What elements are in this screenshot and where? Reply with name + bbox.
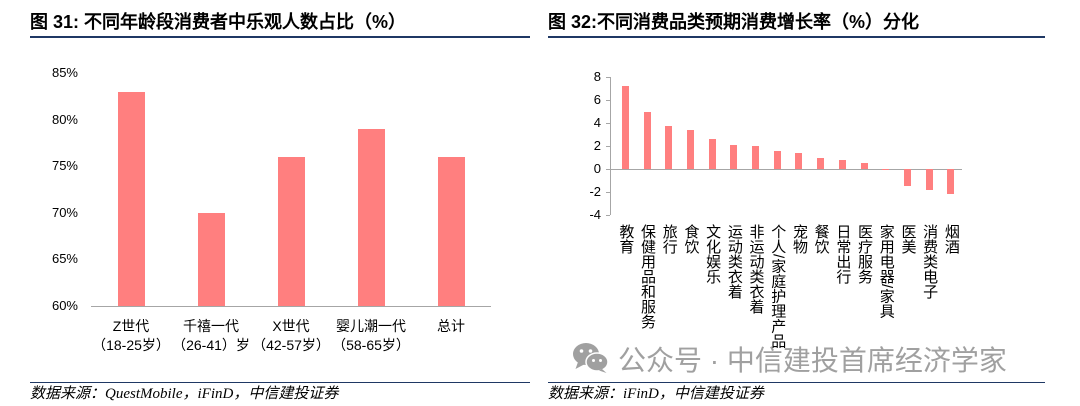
- bar: [197, 212, 225, 306]
- x-axis-baseline: [91, 306, 491, 307]
- y-tick-mark: [606, 169, 610, 170]
- source-rule: [548, 382, 1045, 383]
- y-tick-label: 8: [593, 69, 601, 84]
- source-note: 数据来源：QuestMobile，iFinD，中信建投证券: [30, 386, 339, 402]
- category-label: X世代 （42-57岁）: [252, 317, 330, 353]
- y-tick-label: -4: [589, 207, 601, 222]
- category-label: 宠物: [790, 224, 808, 254]
- bar: [838, 159, 846, 169]
- category-label: Z世代 （18-25岁）: [92, 317, 170, 353]
- category-label: 文化娱乐: [704, 224, 722, 284]
- category-label: 总计: [437, 317, 465, 334]
- y-tick-mark: [606, 77, 610, 78]
- category-label: 个人/家庭护理产品: [769, 224, 787, 349]
- category-label: 医美: [899, 224, 917, 254]
- category-label: 教育: [617, 224, 635, 254]
- category-label: 烟酒: [942, 224, 960, 254]
- y-tick-label: 75%: [51, 158, 78, 174]
- y-tick-label: 6: [593, 92, 601, 107]
- category-label: 旅行: [660, 224, 678, 254]
- category-label: 保健用品和服务: [639, 224, 657, 329]
- bar: [947, 169, 955, 195]
- bar: [708, 139, 716, 169]
- bar: [117, 91, 145, 306]
- bar: [925, 169, 933, 190]
- source-rule: [30, 382, 530, 383]
- y-tick-label: 60%: [51, 298, 78, 313]
- bar: [817, 157, 825, 169]
- y-tick-label: 85%: [51, 65, 78, 80]
- chart-title: 图 31: 不同年龄段消费者中乐观人数占比（%）: [30, 12, 407, 32]
- bar: [621, 86, 629, 169]
- bar: [437, 156, 465, 306]
- title-rule: [30, 36, 530, 38]
- y-axis-line: [610, 77, 611, 215]
- wechat-icon: [572, 342, 610, 379]
- category-label: 医疗服务: [856, 224, 874, 284]
- y-tick-mark: [606, 192, 610, 193]
- bar: [357, 128, 385, 306]
- category-label: 千禧一代 （26-41）岁: [172, 317, 250, 353]
- zero-line: [610, 169, 962, 170]
- y-tick-mark: [606, 146, 610, 147]
- y-tick-mark: [606, 215, 610, 216]
- chart-title: 图 32:不同消费品类预期消费增长率（%）分化: [548, 12, 920, 32]
- age-optimism-chart: 85% 80% 75% 70% 65% 60% Z世代 （18-25岁） 千禧一代 （26-4…: [0, 0, 540, 380]
- category-label: 非运动类衣着: [747, 224, 765, 314]
- title-rule: [548, 36, 1045, 38]
- bar: [277, 156, 305, 306]
- y-tick-label: 65%: [51, 251, 78, 267]
- bar: [903, 169, 911, 187]
- category-label: 日常出行: [834, 224, 852, 284]
- category-label: 婴儿潮一代 （58-65岁）: [332, 317, 410, 353]
- bar: [773, 150, 781, 169]
- y-tick-label: -2: [589, 184, 601, 199]
- category-label: 餐饮: [812, 224, 830, 254]
- watermark: 公众号 · 中信建投首席经济学家: [572, 342, 1007, 379]
- y-tick-label: 2: [593, 138, 601, 153]
- source-note: 数据来源：iFinD，中信建投证券: [548, 386, 764, 402]
- bar: [795, 152, 803, 169]
- bar: [643, 111, 651, 169]
- category-growth-chart: 8 6 4 2 0 -2 -4 教育 保健用品和服务 旅行 食饮 文化娱乐 运动类衣着 非运动类衣着 个人/…: [540, 0, 1080, 380]
- category-label: 运动类衣着: [725, 224, 743, 299]
- category-label: 家用电器/家具: [877, 224, 895, 319]
- y-tick-mark: [606, 100, 610, 101]
- age-optimism-figure: 图 31: 不同年龄段消费者中乐观人数占比（%） 85% 80% 75% 70% 65%…: [0, 0, 540, 402]
- bar: [665, 126, 673, 169]
- y-tick-label: 4: [593, 115, 601, 130]
- bar: [882, 169, 890, 171]
- bar: [730, 144, 738, 169]
- y-tick-label: 0: [593, 161, 601, 176]
- y-tick-label: 70%: [51, 204, 78, 220]
- y-tick-label: 80%: [51, 111, 78, 127]
- category-label: 消费类电子: [921, 224, 939, 299]
- bar: [860, 163, 868, 169]
- bar: [752, 146, 760, 169]
- y-tick-mark: [606, 123, 610, 124]
- category-label: 食饮: [682, 224, 700, 254]
- watermark-text: 公众号 · 中信建投首席经济学家: [618, 344, 1007, 376]
- bar: [686, 129, 694, 169]
- category-growth-figure: 图 32:不同消费品类预期消费增长率（%）分化 8 6 4 2 0 -2 -4 教育 保健用品和…: [540, 0, 1080, 406]
